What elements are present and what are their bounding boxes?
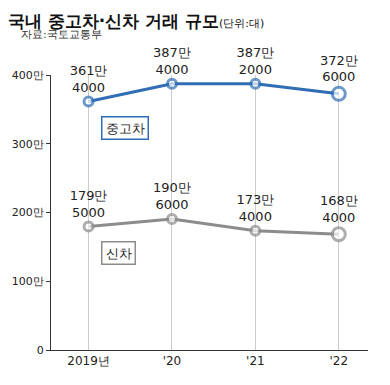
svg-text:국내 중고차·신차 거래 규모(단위:대): 국내 중고차·신차 거래 규모(단위:대) bbox=[8, 11, 265, 31]
svg-text:0: 0 bbox=[37, 344, 44, 357]
svg-text:387만4000: 387만4000 bbox=[153, 45, 191, 77]
svg-text:300만: 300만 bbox=[12, 138, 44, 151]
svg-text:190만6000: 190만6000 bbox=[153, 180, 191, 212]
svg-text:100만: 100만 bbox=[12, 275, 44, 288]
svg-text:173만4000: 173만4000 bbox=[236, 192, 274, 224]
svg-text:2019년: 2019년 bbox=[67, 354, 110, 368]
svg-text:372만6000: 372만6000 bbox=[320, 53, 358, 85]
svg-text:중고차: 중고차 bbox=[106, 121, 145, 136]
svg-text:179만5000: 179만5000 bbox=[70, 188, 108, 220]
svg-text:신차: 신차 bbox=[106, 246, 132, 261]
svg-text:387만2000: 387만2000 bbox=[236, 45, 274, 77]
svg-text:361만4000: 361만4000 bbox=[70, 63, 108, 95]
svg-text:'22: '22 bbox=[330, 354, 349, 368]
svg-text:'21: '21 bbox=[246, 354, 265, 368]
svg-text:'20: '20 bbox=[163, 354, 182, 368]
svg-text:자료:국토교통부: 자료:국토교통부 bbox=[21, 28, 102, 41]
svg-text:168만4000: 168만4000 bbox=[320, 193, 358, 225]
svg-text:200만: 200만 bbox=[12, 206, 44, 219]
svg-text:400만: 400만 bbox=[12, 69, 44, 82]
